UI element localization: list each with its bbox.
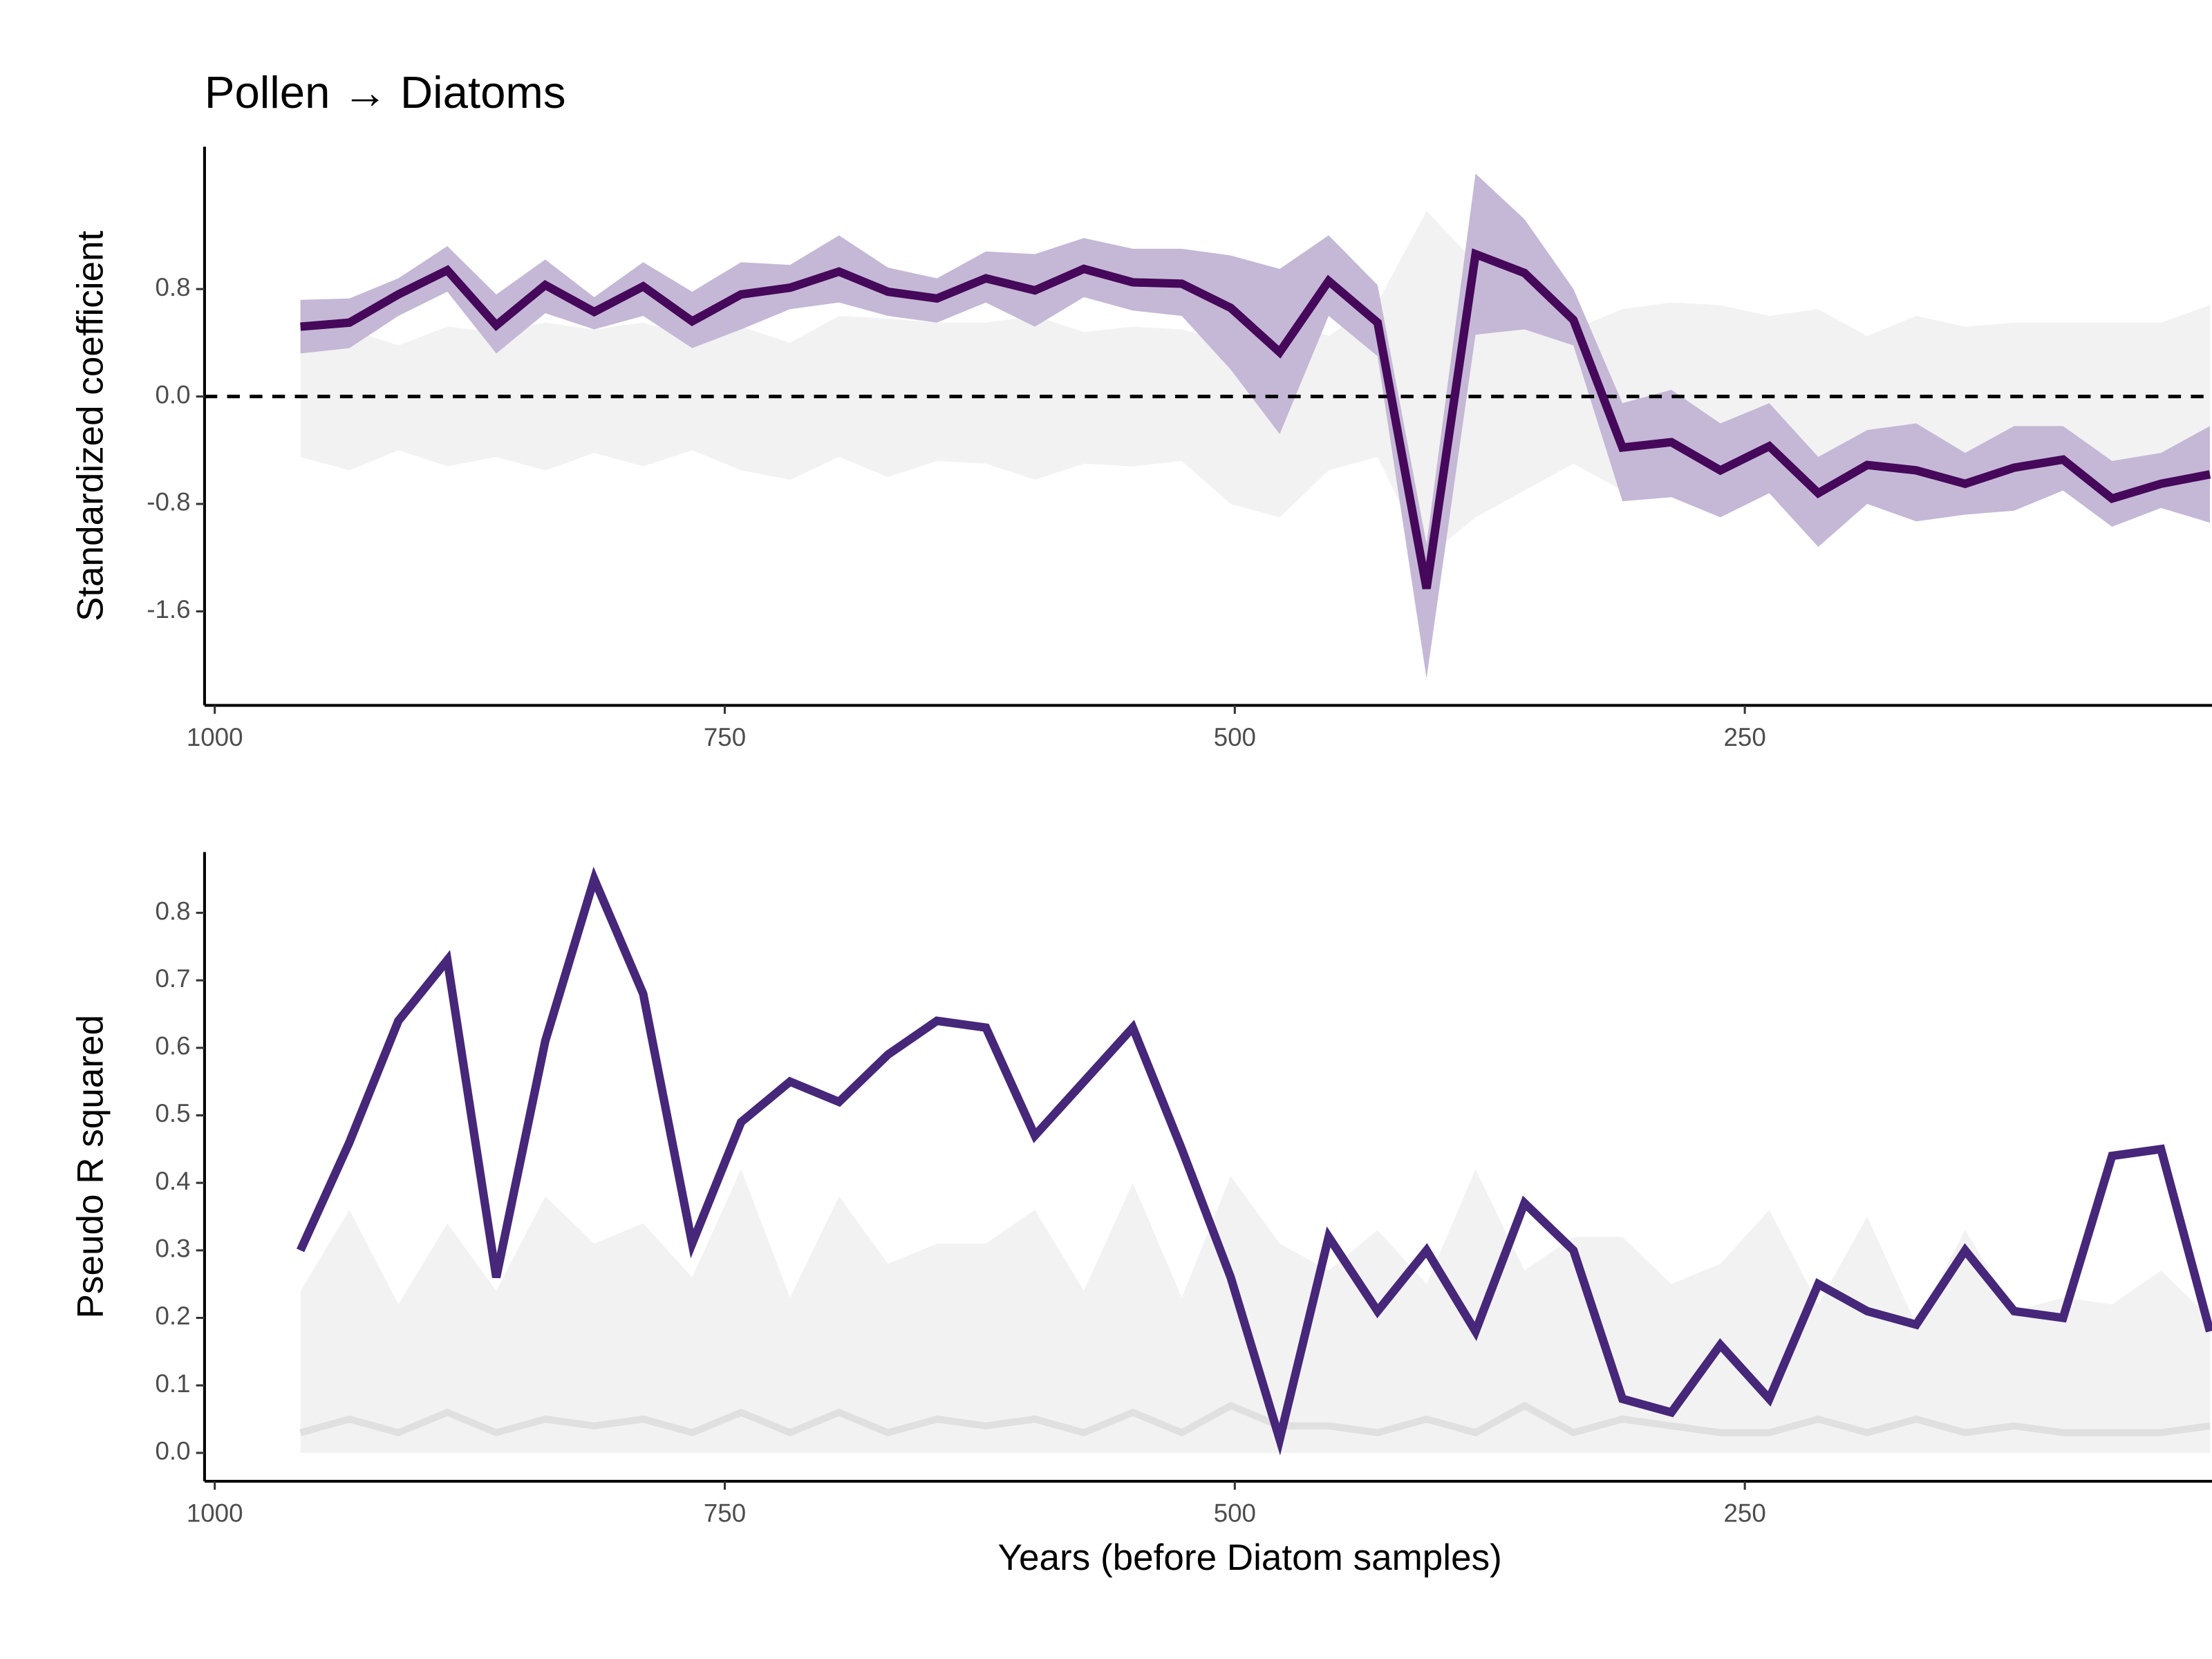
x-tick-label: 1000 <box>187 723 243 751</box>
data-line <box>297 866 2212 1456</box>
y-tick-label: 0.4 <box>155 1167 190 1195</box>
x-tick-label: 500 <box>1214 1499 1256 1528</box>
band <box>300 174 2211 679</box>
chart-title: Pollen → Diatoms <box>205 67 566 118</box>
y-tick-label: -0.8 <box>147 488 190 516</box>
y-tick-label: 0.8 <box>155 273 190 301</box>
y-tick-label: 0.3 <box>155 1235 190 1263</box>
band <box>300 1169 2211 1453</box>
y-axis-title: Standardized coefficient <box>71 230 111 621</box>
y-tick-label: 0.8 <box>155 897 190 925</box>
data-line <box>299 1401 2211 1437</box>
y-tick-label: 0.0 <box>155 380 190 409</box>
x-tick-label: 250 <box>1724 1499 1766 1528</box>
y-tick-label: 0.1 <box>155 1369 190 1398</box>
y-tick-label: 0.2 <box>155 1302 190 1330</box>
y-tick-label: -1.6 <box>147 595 190 624</box>
y-tick-label: 0.5 <box>155 1099 190 1127</box>
x-tick-label: 750 <box>704 723 746 751</box>
data-line <box>300 248 2211 590</box>
x-tick-label: 250 <box>1724 723 1766 751</box>
x-tick-label: 750 <box>704 1499 746 1528</box>
x-axis-title: Years (before Diatom samples) <box>998 1537 1502 1578</box>
y-tick-label: 0.6 <box>155 1032 190 1060</box>
y-tick-label: 0.7 <box>155 964 190 993</box>
x-tick-label: 500 <box>1214 723 1256 751</box>
y-axis-title: Pseudo R squared <box>71 1015 111 1318</box>
x-tick-label: 1000 <box>187 1499 243 1528</box>
y-tick-label: 0.0 <box>155 1437 190 1465</box>
